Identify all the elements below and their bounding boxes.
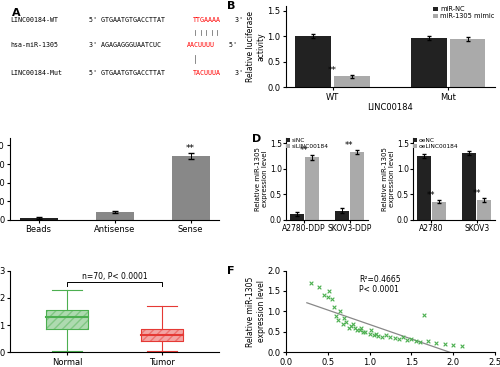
Legend: siNC, siLINC00184: siNC, siLINC00184 — [286, 138, 329, 149]
Legend: miR-NC, miR-1305 mimic: miR-NC, miR-1305 mimic — [432, 6, 494, 19]
Point — [420, 312, 428, 317]
Point — [353, 327, 361, 333]
Y-axis label: Relative miR-1305
expression level: Relative miR-1305 expression level — [382, 147, 396, 211]
Point — [344, 325, 352, 331]
Point — [367, 327, 375, 333]
Text: TACUUUA: TACUUUA — [192, 70, 220, 76]
Point — [441, 341, 449, 347]
Point — [356, 327, 364, 333]
Text: TTGAAAA: TTGAAAA — [192, 17, 220, 23]
Point — [386, 334, 394, 340]
Text: n=70, P< 0.0001: n=70, P< 0.0001 — [82, 272, 148, 281]
Text: **: ** — [345, 141, 354, 150]
Point — [374, 333, 382, 339]
Point — [424, 338, 432, 344]
Bar — [46, 310, 88, 329]
Bar — [412, 38, 448, 87]
Text: B: B — [228, 1, 236, 11]
Bar — [304, 157, 319, 220]
Point — [416, 339, 424, 345]
Text: hsa-miR-1305: hsa-miR-1305 — [10, 42, 58, 48]
Bar — [172, 156, 209, 220]
Point — [328, 296, 336, 302]
Point — [324, 294, 332, 300]
Y-axis label: Relative luciferase
activity: Relative luciferase activity — [246, 11, 266, 82]
Bar — [350, 152, 364, 220]
Point — [334, 317, 342, 323]
Text: 5' GTGAATGTGACCTTAT: 5' GTGAATGTGACCTTAT — [90, 70, 166, 76]
Point — [382, 332, 390, 338]
Bar — [20, 218, 58, 220]
Point — [359, 329, 367, 335]
Point — [366, 331, 374, 337]
Text: D: D — [252, 134, 261, 144]
Point — [332, 313, 340, 319]
Point — [340, 315, 348, 320]
Text: **: ** — [472, 189, 481, 198]
Point — [357, 325, 365, 331]
Point — [408, 336, 416, 342]
Point — [403, 337, 411, 343]
Y-axis label: Relative miR-1305
expression level: Relative miR-1305 expression level — [256, 147, 268, 211]
Text: A: A — [12, 8, 20, 18]
Bar — [416, 156, 431, 220]
Point — [390, 335, 398, 341]
Point — [372, 331, 380, 337]
Bar — [296, 36, 332, 87]
Text: **: ** — [300, 146, 308, 155]
Text: **: ** — [186, 143, 195, 153]
X-axis label: LINC00184: LINC00184 — [368, 103, 414, 112]
Text: 3': 3' — [231, 70, 243, 76]
Point — [347, 323, 355, 329]
Text: 3': 3' — [231, 17, 243, 23]
Bar — [140, 329, 184, 341]
Point — [339, 321, 347, 327]
Point — [370, 332, 378, 338]
Point — [330, 304, 338, 310]
Bar — [477, 200, 492, 220]
Bar — [335, 211, 349, 220]
Bar — [462, 153, 476, 220]
Point — [320, 292, 328, 298]
Y-axis label: Relative miR-1305
expression level: Relative miR-1305 expression level — [246, 276, 266, 346]
Point — [378, 334, 386, 340]
Text: **: ** — [427, 191, 436, 200]
Point — [342, 319, 350, 324]
Legend: oeNC, oeLINC00184: oeNC, oeLINC00184 — [413, 138, 459, 149]
Bar — [432, 202, 446, 220]
Text: LINC00184-WT: LINC00184-WT — [10, 17, 58, 23]
Text: R²=0.4665
P< 0.0001: R²=0.4665 P< 0.0001 — [359, 275, 401, 294]
Point — [449, 342, 457, 348]
Point — [349, 321, 357, 327]
Point — [458, 343, 466, 349]
Text: F: F — [228, 266, 235, 276]
Bar — [450, 39, 486, 87]
Text: LINC00184-Mut: LINC00184-Mut — [10, 70, 62, 76]
Text: 3' AGAGAGGGUAATCUC: 3' AGAGAGGGUAATCUC — [90, 42, 162, 48]
Point — [316, 284, 324, 290]
Point — [307, 280, 315, 286]
Point — [399, 334, 407, 340]
Bar — [96, 212, 134, 220]
Point — [350, 325, 358, 331]
Text: AACUUUU: AACUUUU — [188, 42, 216, 48]
Point — [432, 340, 440, 346]
Bar — [290, 214, 304, 220]
Point — [336, 309, 344, 315]
Text: **: ** — [328, 66, 336, 76]
Point — [326, 288, 334, 294]
Text: 5' GTGAATGTGACCTTAT: 5' GTGAATGTGACCTTAT — [90, 17, 166, 23]
Bar — [334, 76, 370, 87]
Point — [362, 329, 370, 335]
Point — [395, 336, 403, 342]
Text: 5': 5' — [226, 42, 237, 48]
Point — [412, 338, 420, 344]
